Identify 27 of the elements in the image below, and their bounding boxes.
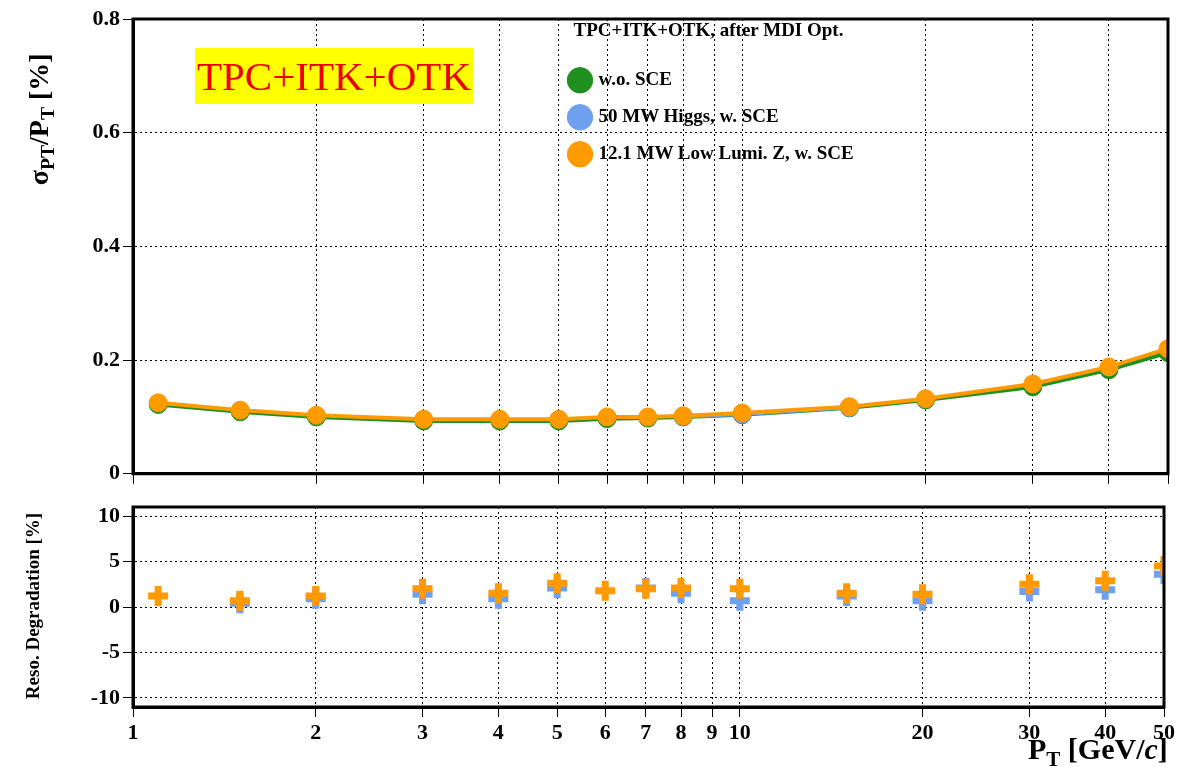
x-tick-label: 10	[728, 718, 751, 744]
y-tick-label: 0.4	[92, 232, 120, 258]
legend-title: TPC+ITK+OTK, after MDI Opt.	[573, 19, 844, 41]
x-tick-label: 3	[417, 718, 429, 744]
y-tick-label: 0	[109, 459, 120, 485]
x-tick-label: 8	[675, 718, 687, 744]
x-tick-label: 6	[599, 718, 611, 744]
x-tick-label: 9	[706, 718, 718, 744]
legend-label: 12.1 MW Low Lumi. Z, w. SCE	[598, 142, 854, 164]
y-tick-label: 0.6	[92, 118, 120, 144]
x-tick-label: 4	[492, 718, 504, 744]
y-axis-title: Reso. Degradation [%]	[22, 512, 45, 699]
x-tick-label: 5	[551, 718, 563, 744]
legend-label: 50 MW Higgs, w. SCE	[598, 105, 779, 127]
y-tick-label: 0.2	[92, 345, 120, 371]
x-tick-label: 7	[640, 718, 652, 744]
y-tick-label: 5	[109, 547, 120, 573]
y-tick-label: 0.8	[92, 4, 120, 30]
y-tick-label: 0	[109, 592, 120, 618]
x-tick-label: 1	[127, 718, 139, 744]
legend-label: w.o. SCE	[598, 68, 672, 90]
annotation: TPC+ITK+OTK	[195, 48, 474, 104]
y-tick-label: 10	[98, 501, 120, 527]
y-tick-label: -5	[101, 638, 120, 664]
y-tick-label: -10	[90, 683, 120, 709]
x-tick-label: 2	[310, 718, 322, 744]
x-tick-label: 20	[911, 718, 934, 744]
